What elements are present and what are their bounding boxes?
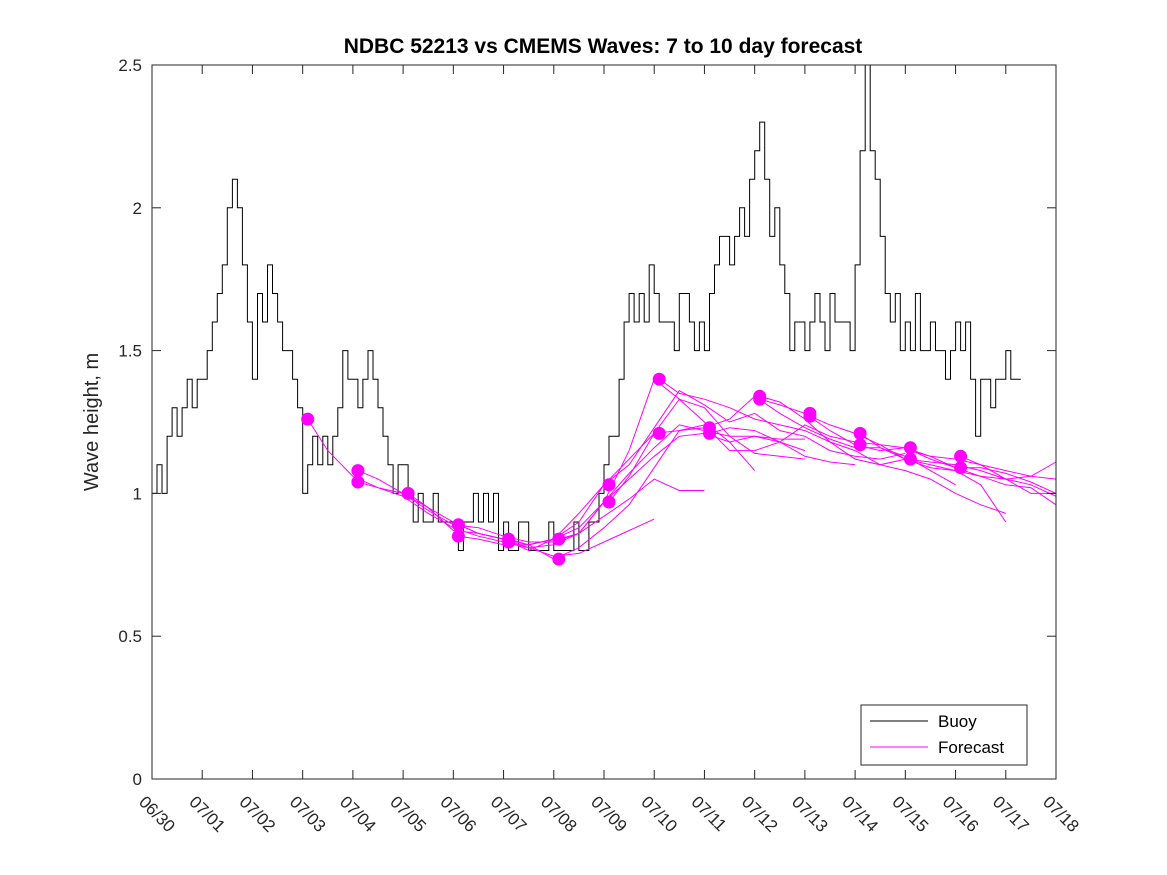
forecast-start-marker [552, 532, 566, 546]
x-tick-label: 07/09 [587, 792, 631, 836]
forecast-start-marker [451, 518, 465, 532]
forecast-line-7 [508, 389, 906, 546]
forecast-start-marker [602, 495, 616, 509]
forecast-start-marker [451, 529, 465, 543]
y-tick-label: 1 [133, 484, 142, 503]
forecast-line-17 [960, 455, 1057, 480]
forecast-start-marker [954, 461, 968, 475]
x-tick-label: 07/16 [939, 792, 983, 836]
y-tick-label: 2 [133, 199, 142, 218]
forecast-start-marker [552, 552, 566, 566]
x-tick-label: 07/13 [788, 792, 832, 836]
legend-forecast-label: Forecast [938, 738, 1004, 757]
forecast-start-marker [853, 426, 867, 440]
forecast-line-3 [357, 432, 756, 549]
forecast-start-marker [954, 449, 968, 463]
x-tick-label: 07/15 [888, 792, 932, 836]
x-tick-label: 07/06 [436, 792, 480, 836]
forecast-start-marker [803, 409, 817, 423]
x-tick-label: 07/12 [738, 792, 782, 836]
y-tick-label: 1.5 [118, 342, 142, 361]
x-tick-label: 07/10 [637, 792, 681, 836]
x-tick-label: 07/14 [838, 792, 882, 836]
y-axis-label: Wave height, m [81, 353, 103, 491]
forecast-line-2 [357, 470, 705, 543]
forecast-start-marker [753, 392, 767, 406]
forecast-start-marker [903, 452, 917, 466]
forecast-line-6 [458, 424, 856, 560]
forecast-start-marker [301, 412, 315, 426]
plot-area [152, 65, 1056, 779]
legend: Buoy Forecast [860, 704, 1028, 766]
forecast-start-marker [652, 372, 666, 386]
forecast-start-marker [703, 426, 716, 440]
x-tick-label: 07/07 [487, 792, 531, 836]
x-tick-label: 07/18 [1039, 792, 1083, 836]
forecast-start-marker [351, 464, 365, 478]
x-tick-label: 06/30 [135, 792, 179, 836]
y-tick-label: 0 [133, 770, 142, 789]
forecast-start-marker [903, 441, 917, 455]
forecast-line-8 [558, 378, 805, 540]
x-tick-label: 07/11 [688, 792, 731, 835]
legend-buoy-label: Buoy [938, 712, 977, 731]
forecast-start-marker [853, 438, 867, 452]
x-tick-label: 07/08 [537, 792, 581, 836]
y-tick-label: 0.5 [118, 627, 142, 646]
chart-title: NDBC 52213 vs CMEMS Waves: 7 to 10 day f… [344, 35, 863, 58]
x-tick-label: 07/03 [286, 792, 330, 836]
x-tick-label: 07/01 [185, 792, 229, 836]
y-tick-label: 2.5 [118, 56, 142, 75]
forecast-start-marker [351, 475, 365, 489]
forecast-start-marker [602, 478, 616, 492]
x-tick-label: 07/17 [989, 792, 1033, 836]
forecast-start-marker [502, 535, 516, 549]
x-tick-label: 07/05 [386, 792, 430, 836]
buoy-series-line [152, 64, 1021, 551]
legend-box [860, 704, 1028, 766]
forecast-start-marker [652, 426, 666, 440]
forecast-start-marker [401, 486, 415, 500]
x-tick-label: 07/04 [336, 792, 380, 836]
x-tick-label: 07/02 [236, 792, 280, 836]
series-layer [152, 64, 1057, 566]
